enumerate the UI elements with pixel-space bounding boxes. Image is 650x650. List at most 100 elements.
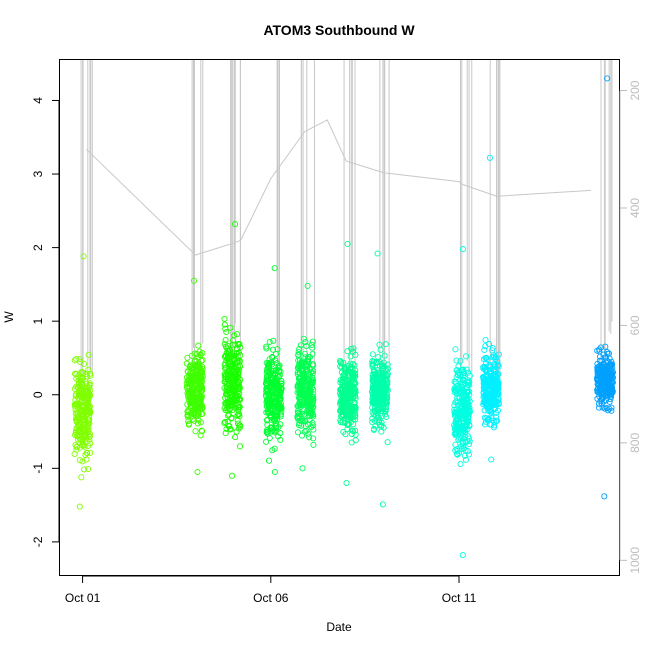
data-point (378, 428, 385, 435)
data-point (199, 357, 206, 364)
data-point (187, 362, 194, 369)
data-point (229, 386, 236, 393)
data-point (342, 365, 349, 372)
data-point (456, 435, 463, 442)
data-point (376, 341, 383, 348)
data-point (310, 422, 317, 429)
data-point (71, 357, 78, 364)
data-point (73, 356, 80, 363)
data-point (598, 357, 605, 364)
data-point (304, 375, 311, 382)
data-point (337, 386, 344, 393)
data-point (607, 375, 615, 382)
data-point (377, 369, 384, 376)
point-cluster (594, 75, 617, 500)
data-point (189, 416, 196, 423)
point-cluster (451, 246, 473, 559)
data-point (457, 460, 464, 468)
data-point (462, 353, 470, 360)
data-point (452, 346, 459, 353)
data-point (297, 403, 304, 410)
data-point (196, 404, 203, 411)
data-point (294, 429, 302, 436)
y2-tick-label: 400 (628, 198, 642, 218)
data-point (458, 445, 465, 452)
data-point (459, 552, 466, 559)
data-point (491, 385, 498, 392)
data-point (278, 386, 285, 393)
data-point (192, 367, 199, 374)
data-point (458, 400, 465, 407)
data-point (299, 418, 306, 425)
data-point (340, 412, 347, 419)
data-point (369, 351, 376, 358)
data-point (235, 406, 242, 413)
data-point (597, 374, 604, 381)
data-point (87, 449, 94, 456)
data-point (308, 341, 315, 348)
data-point (456, 421, 463, 428)
data-point (71, 450, 78, 458)
data-point (338, 405, 345, 412)
data-point (349, 376, 356, 384)
data-point (263, 343, 270, 350)
data-point (494, 407, 502, 414)
data-point (606, 398, 613, 405)
point-cluster (368, 250, 391, 508)
data-point (278, 403, 285, 410)
data-point (487, 373, 494, 380)
data-point (305, 407, 312, 414)
data-point (85, 407, 92, 414)
data-point (197, 351, 204, 358)
data-point (82, 432, 89, 439)
data-point (235, 379, 242, 386)
data-point (597, 363, 604, 370)
data-point (381, 407, 388, 414)
data-point (455, 363, 462, 370)
data-point (265, 401, 272, 408)
data-point (346, 384, 353, 391)
data-point (266, 361, 273, 368)
data-point (275, 393, 282, 400)
data-point (374, 250, 381, 257)
data-point (277, 411, 284, 418)
data-point (308, 423, 315, 430)
data-point (375, 407, 382, 414)
data-point (378, 423, 385, 430)
data-point (348, 427, 355, 434)
data-point (222, 400, 229, 407)
data-point (84, 450, 91, 457)
data-point (199, 428, 206, 435)
data-point (465, 418, 472, 425)
data-point (341, 373, 348, 380)
data-point (192, 428, 199, 435)
data-point (462, 456, 469, 463)
data-point (196, 384, 204, 392)
data-point (481, 346, 488, 354)
data-point (346, 382, 353, 389)
data-point (235, 420, 242, 427)
data-point (595, 404, 603, 411)
data-point (453, 357, 460, 364)
data-point (86, 380, 93, 387)
data-point (466, 388, 473, 395)
y-tick-label: 3 (31, 170, 45, 177)
data-point (465, 369, 472, 376)
data-point (489, 345, 496, 352)
data-point (371, 397, 378, 404)
data-point (230, 367, 237, 374)
data-point (267, 414, 275, 421)
point-cluster (71, 253, 94, 510)
data-point (339, 399, 346, 406)
y-tick-label: -2 (31, 536, 45, 547)
data-point (310, 393, 317, 401)
data-point (236, 340, 243, 348)
plot-frame (59, 59, 620, 576)
data-point (229, 393, 236, 401)
data-point (494, 389, 501, 396)
data-point (297, 384, 304, 391)
data-point (303, 343, 310, 350)
data-point (464, 438, 471, 445)
data-point (234, 363, 242, 370)
